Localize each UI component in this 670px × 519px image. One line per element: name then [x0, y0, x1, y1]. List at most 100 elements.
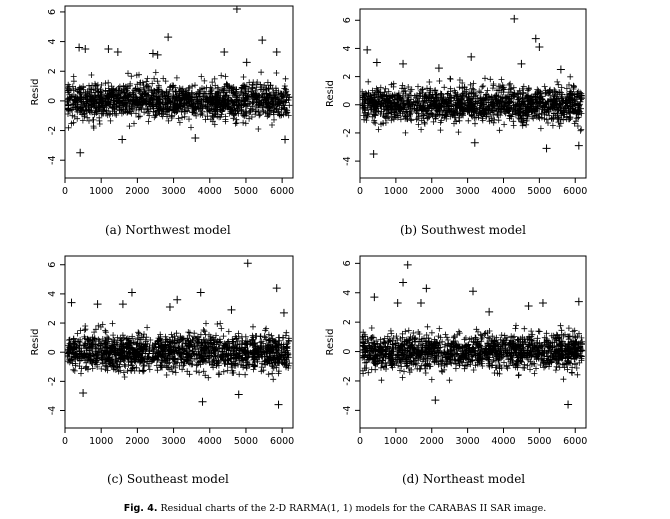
x-tick-label: 3000: [456, 186, 480, 197]
outlier-point: [538, 299, 547, 308]
outlier-point: [422, 284, 431, 293]
outlier-point: [531, 34, 540, 43]
outlier-point: [556, 65, 565, 74]
outlier-point: [113, 47, 122, 56]
outlier-point: [118, 135, 127, 144]
subcaption-southwest: (b) Southwest model: [400, 223, 526, 237]
outlier-point: [363, 45, 372, 54]
x-tick-label: 0: [357, 186, 363, 197]
y-tick-label: -2: [342, 376, 353, 385]
y-tick-label: 6: [342, 260, 353, 266]
outlier-point: [542, 144, 551, 153]
figure-label: Fig. 4.: [123, 503, 158, 514]
outlier-point: [370, 293, 379, 302]
residual-cloud: [360, 73, 585, 136]
residual-panel-southeast: 0 1000 2000 3000 4000 5000 6000 -4 -2 0 2 4 6 Resid (…: [28, 250, 308, 500]
outlier-point: [272, 284, 281, 293]
x-tick-label: 4000: [198, 436, 222, 447]
outlier-point: [258, 36, 267, 45]
x-tick-label: 4000: [491, 186, 515, 197]
y-tick-label: 2: [342, 74, 353, 80]
x-tick-label: 4000: [491, 436, 515, 447]
southeast-residual-chart: 0 1000 2000 3000 4000 5000 6000 -4 -2 0 2 4 6 Resid: [30, 255, 294, 447]
outlier-point: [127, 288, 136, 297]
y-tick-label: 2: [47, 320, 58, 326]
outlier-point: [104, 45, 113, 53]
y-tick-label: 4: [342, 45, 353, 51]
x-tick-label: 5000: [234, 436, 258, 447]
y-tick-label: 6: [47, 262, 58, 268]
x-tick-label: 5000: [234, 186, 258, 197]
outlier-point: [232, 6, 241, 13]
y-tick-label: 2: [47, 68, 58, 74]
y-tick-label: 0: [47, 98, 58, 104]
subcaption-northwest: (a) Northwest model: [105, 223, 231, 237]
x-tick-label: 4000: [198, 186, 222, 197]
outlier-point: [153, 50, 162, 59]
x-tick-label: 1000: [384, 436, 408, 447]
outlier-point: [399, 278, 408, 287]
x-tick-label: 3000: [161, 436, 185, 447]
x-tick-label: 0: [357, 436, 363, 447]
y-tick-label: -2: [47, 126, 58, 135]
outlier-point: [535, 43, 544, 52]
outlier-point: [148, 49, 157, 58]
outlier-point: [281, 135, 290, 144]
y-axis-title: Resid: [325, 80, 336, 107]
outlier-point: [196, 288, 205, 297]
outlier-point: [470, 138, 479, 147]
outlier-point: [93, 300, 102, 309]
y-tick-label: 0: [342, 102, 353, 108]
plot-frame: [64, 255, 294, 429]
x-tick-label: 3000: [161, 186, 185, 197]
outlier-point: [469, 287, 477, 296]
x-tick-label: 2000: [125, 436, 149, 447]
figure-caption-text: Residual charts of the 2-D RARMA(1, 1) m…: [160, 503, 547, 514]
x-tick-label: 2000: [420, 186, 444, 197]
residual-points: [65, 259, 293, 409]
residual-points: [65, 6, 293, 157]
y-tick-label: -4: [342, 156, 353, 165]
northeast-residual-chart: 0 1000 2000 3000 4000 5000 6000 -4 -2 0 2 4 6 Resid: [325, 255, 587, 447]
outlier-point: [416, 299, 425, 308]
x-tick-label: 5000: [527, 436, 551, 447]
x-tick-label: 6000: [563, 436, 587, 447]
x-tick-label: 0: [62, 186, 68, 197]
x-tick-label: 5000: [527, 186, 551, 197]
y-axis-title: Resid: [325, 329, 336, 356]
outlier-point: [67, 298, 76, 307]
outlier-point: [243, 259, 252, 268]
x-tick-label: 6000: [270, 186, 294, 197]
outlier-point: [191, 133, 200, 142]
outlier-point: [467, 52, 476, 61]
y-tick-label: 6: [342, 17, 353, 23]
residual-points: [360, 14, 585, 159]
subcaption-northeast: (d) Northeast model: [402, 472, 526, 486]
x-tick-label: 2000: [125, 186, 149, 197]
x-tick-label: 1000: [384, 186, 408, 197]
outlier-point: [118, 300, 127, 309]
y-tick-label: 4: [47, 39, 58, 45]
outlier-point: [81, 45, 90, 53]
x-tick-label: 2000: [420, 436, 444, 447]
outlier-point: [279, 308, 288, 317]
y-tick-label: 4: [342, 290, 353, 296]
y-tick-label: -2: [47, 377, 58, 386]
outlier-point: [369, 150, 378, 159]
x-tick-label: 6000: [270, 436, 294, 447]
outlier-point: [574, 141, 583, 150]
residual-panel-northwest: 0 1000 2000 3000 4000 5000 6000 -4 -2 0 2 4 6 Resid (…: [28, 0, 308, 250]
outlier-point: [372, 58, 381, 67]
residual-points: [360, 260, 586, 409]
residual-cloud: [360, 322, 586, 384]
y-tick-label: -4: [47, 406, 58, 415]
residual-cloud: [65, 69, 293, 132]
y-axis-title: Resid: [30, 329, 41, 356]
outlier-point: [403, 260, 412, 269]
outlier-point: [242, 58, 251, 67]
x-tick-label: 1000: [89, 436, 113, 447]
x-tick-label: 0: [62, 436, 68, 447]
residual-panel-northeast: 0 1000 2000 3000 4000 5000 6000 -4 -2 0 2 4 6 Resid (…: [325, 250, 605, 500]
outlier-point: [574, 297, 583, 306]
outlier-point: [234, 390, 243, 399]
